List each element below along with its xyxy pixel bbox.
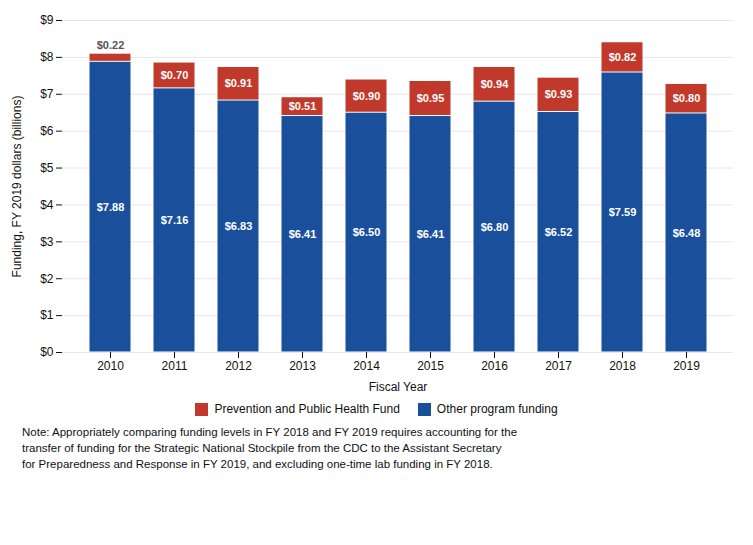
html-text:for Preparedness and Response: for Preparedness and Response in FY 2019… [22, 458, 493, 470]
html-text:Note: Appropriately comparing: Note: Appropriately comparing funding le… [22, 426, 517, 438]
svg-text:$6.83: $6.83 [225, 220, 253, 232]
svg-text:$2: $2 [40, 272, 54, 286]
svg-text:$6.41: $6.41 [417, 228, 445, 240]
svg-text:2014: 2014 [353, 359, 380, 373]
html-text:transfer of funding for the St: transfer of funding for the Strategic Na… [22, 442, 502, 454]
svg-text:$6.80: $6.80 [481, 221, 509, 233]
svg-text:2011: 2011 [162, 359, 188, 373]
svg-text:$7: $7 [40, 87, 54, 101]
svg-text:$0.90: $0.90 [353, 90, 381, 102]
svg-text:$0.80: $0.80 [673, 92, 701, 104]
svg-text:2019: 2019 [673, 359, 700, 373]
svg-text:2015: 2015 [417, 359, 444, 373]
svg-text:$0.51: $0.51 [289, 100, 317, 112]
svg-text:2018: 2018 [609, 359, 636, 373]
svg-text:$7.88: $7.88 [97, 201, 125, 213]
svg-text:$0.95: $0.95 [417, 92, 445, 104]
svg-text:2016: 2016 [481, 359, 508, 373]
svg-text:$5: $5 [40, 161, 54, 175]
svg-text:$0.22: $0.22 [97, 39, 125, 51]
svg-text:$8: $8 [40, 50, 54, 64]
svg-text:2017: 2017 [545, 359, 572, 373]
svg-text:$0: $0 [40, 345, 54, 359]
svg-text:$0.82: $0.82 [609, 51, 637, 63]
svg-text:2013: 2013 [289, 359, 316, 373]
svg-text:$0.70: $0.70 [161, 69, 189, 81]
svg-text:2012: 2012 [225, 359, 252, 373]
svg-text:$6.52: $6.52 [545, 226, 573, 238]
svg-text:$9: $9 [40, 13, 54, 27]
svg-text:Funding, FY 2019 dollars (bill: Funding, FY 2019 dollars (billions) [10, 96, 24, 278]
svg-text:$7.59: $7.59 [609, 206, 637, 218]
svg-text:$7.16: $7.16 [161, 214, 189, 226]
svg-text:$1: $1 [40, 308, 54, 322]
svg-text:$6.50: $6.50 [353, 226, 381, 238]
svg-text:$0.91: $0.91 [225, 77, 253, 89]
svg-text:2010: 2010 [97, 359, 124, 373]
svg-text:$4: $4 [40, 198, 54, 212]
svg-text:$0.94: $0.94 [481, 78, 509, 90]
svg-text:$0.93: $0.93 [545, 88, 573, 100]
html-text:Prevention and Public Health F: Prevention and Public Health Fund [214, 402, 400, 416]
svg-text:$6.48: $6.48 [673, 227, 701, 239]
svg-text:$3: $3 [40, 235, 54, 249]
svg-text:$6.41: $6.41 [289, 228, 317, 240]
svg-text:$6: $6 [40, 124, 54, 138]
svg-text:Fiscal Year: Fiscal Year [369, 380, 428, 394]
html-text:Other program funding: Other program funding [436, 402, 558, 416]
